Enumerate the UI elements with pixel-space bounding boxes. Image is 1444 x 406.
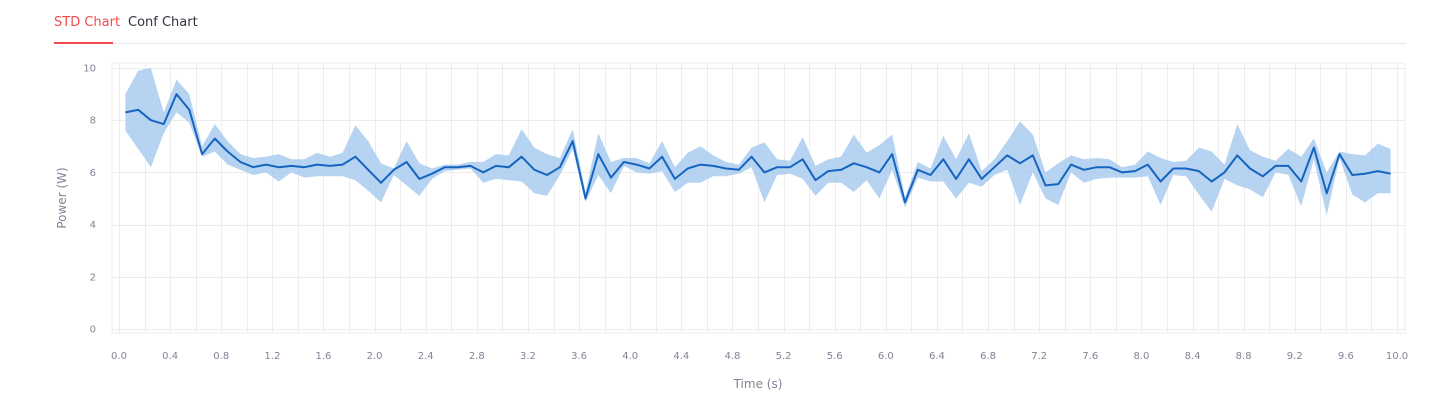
x-tick-label: 2.4 (418, 351, 434, 362)
x-axis-title: Time (s) (733, 377, 783, 391)
x-tick-label: 0.0 (111, 351, 127, 362)
tab-divider (54, 43, 1406, 44)
y-tick-label: 6 (90, 168, 96, 179)
y-tick-label: 8 (90, 116, 96, 127)
x-tick-label: 8.0 (1133, 351, 1149, 362)
x-tick-label: 2.0 (367, 351, 383, 362)
tab-conf-chart[interactable]: Conf Chart (128, 15, 198, 30)
x-tick-label: 7.2 (1031, 351, 1047, 362)
mean-power-line (125, 93, 1391, 204)
x-tick-label: 5.6 (827, 351, 843, 362)
y-axis-title: Power (W) (55, 167, 69, 228)
chart-tabs: STD Chart Conf Chart (54, 0, 1406, 45)
x-tick-label: 3.2 (520, 351, 536, 362)
y-tick-label: 10 (83, 64, 96, 75)
x-tick-label: 10.0 (1386, 351, 1408, 362)
tab-std-chart[interactable]: STD Chart (54, 15, 121, 30)
active-tab-indicator (54, 42, 113, 44)
y-tick-label: 4 (90, 220, 96, 231)
x-tick-label: 5.2 (776, 351, 792, 362)
x-tick-label: 8.8 (1236, 351, 1252, 362)
x-tick-label: 0.4 (162, 351, 178, 362)
y-tick-label: 0 (90, 325, 96, 336)
x-tick-label: 8.4 (1185, 351, 1201, 362)
x-tick-label: 2.8 (469, 351, 485, 362)
x-tick-label: 6.8 (980, 351, 996, 362)
x-tick-label: 9.6 (1338, 351, 1354, 362)
y-tick-label: 2 (90, 272, 96, 283)
x-tick-label: 1.6 (316, 351, 332, 362)
x-tick-label: 4.4 (673, 351, 689, 362)
x-tick-label: 0.8 (213, 351, 229, 362)
x-tick-label: 7.6 (1082, 351, 1098, 362)
x-tick-label: 1.2 (264, 351, 280, 362)
grid-lines (111, 62, 1406, 334)
x-tick-label: 4.8 (724, 351, 740, 362)
x-tick-label: 9.2 (1287, 351, 1303, 362)
x-tick-label: 3.6 (571, 351, 587, 362)
x-tick-label: 6.4 (929, 351, 945, 362)
y-axis-ticks: 0 2 4 6 8 10 (83, 64, 96, 336)
x-tick-label: 4.0 (622, 351, 638, 362)
x-axis-ticks: 0.0 0.4 0.8 1.2 1.6 2.0 2.4 2.8 3.2 3.6 4.0 4.4 4.8 5… (111, 351, 1408, 362)
x-tick-label: 6.0 (878, 351, 894, 362)
